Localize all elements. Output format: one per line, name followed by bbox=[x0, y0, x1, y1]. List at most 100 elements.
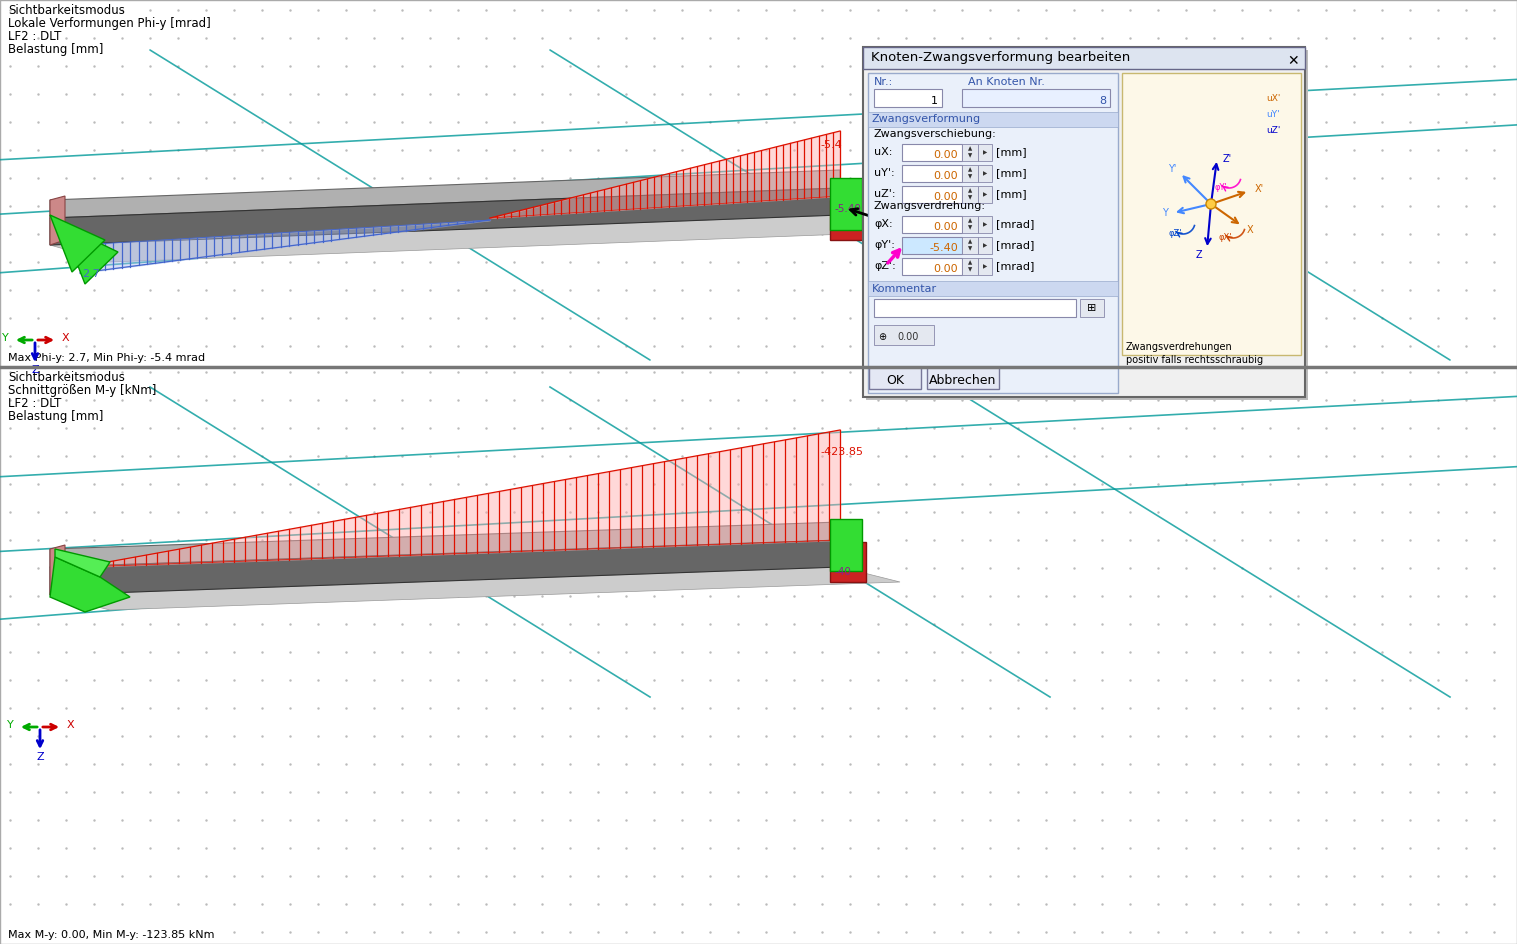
Text: [mrad]: [mrad] bbox=[997, 219, 1035, 229]
Text: φX': φX' bbox=[1220, 233, 1232, 242]
Bar bbox=[869, 367, 921, 389]
Bar bbox=[830, 542, 866, 582]
Polygon shape bbox=[50, 540, 840, 595]
Text: ⊞: ⊞ bbox=[1088, 303, 1097, 313]
Text: [mm]: [mm] bbox=[997, 168, 1027, 178]
Bar bbox=[868, 73, 1118, 393]
Text: ⊕: ⊕ bbox=[878, 332, 886, 342]
Text: Schnittgrößen M-y [kNm]: Schnittgrößen M-y [kNm] bbox=[8, 384, 156, 397]
Bar bbox=[978, 258, 992, 275]
Text: φY': φY' bbox=[1215, 183, 1227, 192]
Circle shape bbox=[1206, 199, 1217, 209]
Text: [mm]: [mm] bbox=[997, 147, 1027, 157]
Bar bbox=[927, 367, 1000, 389]
Text: 0.00: 0.00 bbox=[933, 171, 959, 181]
Bar bbox=[866, 50, 1308, 400]
Bar bbox=[978, 186, 992, 203]
Bar bbox=[903, 216, 962, 233]
Text: Nr.:: Nr.: bbox=[874, 77, 894, 87]
Text: ▲: ▲ bbox=[968, 218, 972, 224]
Polygon shape bbox=[50, 215, 105, 272]
Text: ▲: ▲ bbox=[968, 189, 972, 194]
Bar bbox=[978, 144, 992, 161]
Bar bbox=[1080, 299, 1104, 317]
Text: Max Phi-y: 2.7, Min Phi-y: -5.4 mrad: Max Phi-y: 2.7, Min Phi-y: -5.4 mrad bbox=[8, 353, 205, 363]
Text: ▼: ▼ bbox=[968, 154, 972, 159]
Bar bbox=[830, 519, 862, 571]
Text: ✕: ✕ bbox=[1288, 54, 1299, 68]
Text: -5.40: -5.40 bbox=[834, 204, 862, 214]
Text: Sichtbarkeitsmodus: Sichtbarkeitsmodus bbox=[8, 4, 124, 17]
Text: ▶: ▶ bbox=[983, 222, 988, 227]
Text: X: X bbox=[1247, 225, 1253, 235]
Bar bbox=[962, 165, 978, 182]
Text: 0.00: 0.00 bbox=[933, 192, 959, 202]
Text: Y: Y bbox=[1162, 208, 1168, 218]
Text: uY':: uY': bbox=[874, 168, 895, 178]
Text: -5.40: -5.40 bbox=[930, 243, 959, 253]
Bar bbox=[903, 237, 962, 254]
Text: ▶: ▶ bbox=[983, 264, 988, 269]
Bar bbox=[903, 144, 962, 161]
Bar bbox=[830, 200, 866, 240]
Bar bbox=[962, 186, 978, 203]
Text: ▶: ▶ bbox=[983, 192, 988, 197]
Text: Zwangsverdrehungen
positiv falls rechtsschraubig: Zwangsverdrehungen positiv falls rechtss… bbox=[1126, 342, 1264, 365]
Bar bbox=[868, 112, 1118, 127]
Bar bbox=[978, 237, 992, 254]
Text: 2.7: 2.7 bbox=[82, 269, 100, 279]
Polygon shape bbox=[50, 188, 840, 245]
Text: ▲: ▲ bbox=[968, 240, 972, 244]
Text: Zwangsverschiebung:: Zwangsverschiebung: bbox=[874, 129, 997, 139]
Bar bbox=[868, 281, 1118, 296]
Text: Lokale Verformungen Phi-y [mrad]: Lokale Verformungen Phi-y [mrad] bbox=[8, 17, 211, 30]
Text: φX:: φX: bbox=[874, 219, 892, 229]
Text: ▼: ▼ bbox=[968, 246, 972, 251]
Polygon shape bbox=[50, 170, 840, 218]
Bar bbox=[874, 89, 942, 107]
Text: LF2 : DLT: LF2 : DLT bbox=[8, 397, 61, 410]
Polygon shape bbox=[50, 557, 130, 612]
Text: uX:: uX: bbox=[874, 147, 892, 157]
Bar bbox=[962, 144, 978, 161]
Text: uZ':: uZ': bbox=[874, 189, 895, 199]
Text: Max M-y: 0.00, Min M-y: -123.85 kNm: Max M-y: 0.00, Min M-y: -123.85 kNm bbox=[8, 930, 214, 940]
Text: OK: OK bbox=[886, 374, 904, 386]
Bar bbox=[962, 237, 978, 254]
Bar bbox=[1123, 73, 1302, 355]
Text: 0.00: 0.00 bbox=[933, 222, 959, 232]
Polygon shape bbox=[50, 567, 900, 610]
Bar bbox=[903, 165, 962, 182]
Text: An Knoten Nr.: An Knoten Nr. bbox=[968, 77, 1045, 87]
Text: ▼: ▼ bbox=[968, 195, 972, 200]
Bar bbox=[830, 178, 862, 230]
Text: Abbrechen: Abbrechen bbox=[930, 374, 997, 386]
Text: 0.00: 0.00 bbox=[898, 332, 919, 342]
Text: φY':: φY': bbox=[874, 240, 895, 250]
Text: -5.4: -5.4 bbox=[821, 140, 842, 150]
Text: ▲: ▲ bbox=[968, 146, 972, 151]
Text: φZ': φZ' bbox=[1170, 229, 1182, 238]
Text: [mm]: [mm] bbox=[997, 189, 1027, 199]
Text: Zwangsverformung: Zwangsverformung bbox=[872, 114, 981, 125]
Text: Knoten-Zwangsverformung bearbeiten: Knoten-Zwangsverformung bearbeiten bbox=[871, 51, 1130, 64]
Text: Zwangsverdrehung:: Zwangsverdrehung: bbox=[874, 201, 986, 211]
Bar bbox=[0, 0, 1517, 367]
Text: LF2 : DLT: LF2 : DLT bbox=[8, 30, 61, 43]
Text: X: X bbox=[67, 720, 74, 730]
Text: -423.85: -423.85 bbox=[821, 447, 863, 457]
Polygon shape bbox=[50, 522, 840, 567]
Text: Z: Z bbox=[32, 365, 39, 375]
Bar bbox=[903, 186, 962, 203]
Bar bbox=[863, 47, 1305, 69]
Text: Y': Y' bbox=[1168, 164, 1176, 174]
Bar bbox=[874, 325, 934, 345]
Bar bbox=[903, 258, 962, 275]
Text: ▶: ▶ bbox=[983, 243, 988, 248]
Text: ▼: ▼ bbox=[968, 267, 972, 273]
Text: 8: 8 bbox=[1098, 95, 1106, 106]
Text: X': X' bbox=[1255, 184, 1264, 194]
Polygon shape bbox=[50, 215, 900, 262]
Bar bbox=[978, 165, 992, 182]
Text: uX': uX' bbox=[1267, 94, 1280, 103]
